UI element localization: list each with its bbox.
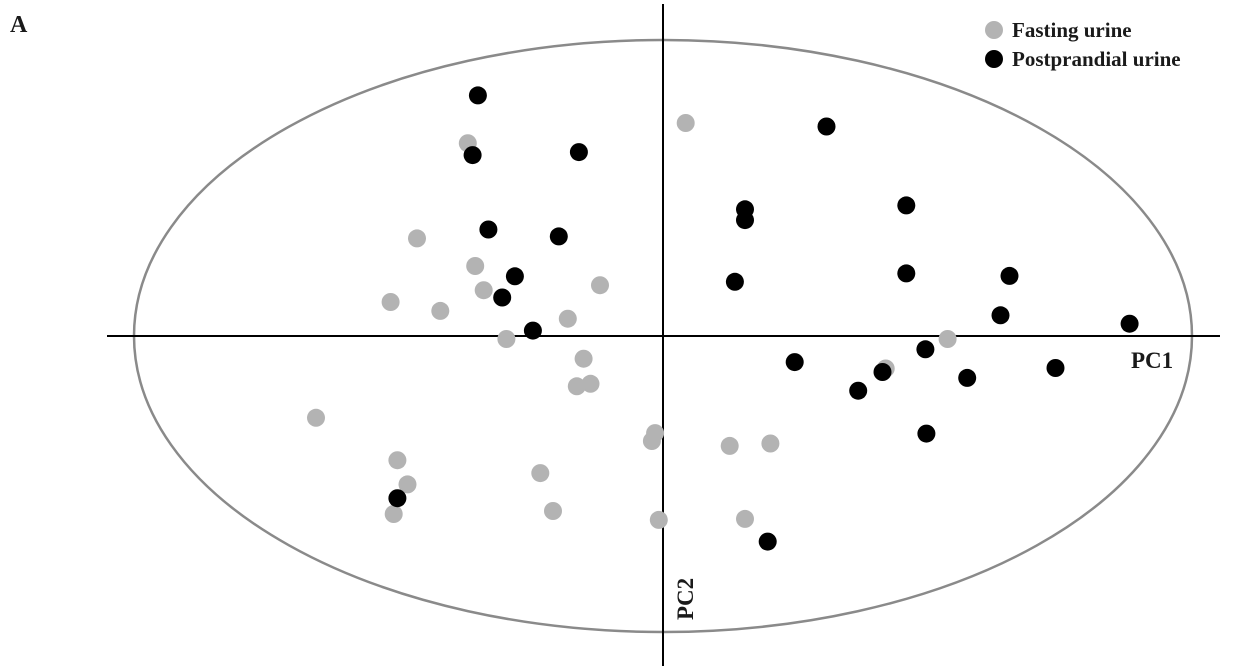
postprandial-point-24	[388, 489, 407, 508]
points-layer	[307, 86, 1139, 551]
legend-label-fasting: Fasting urine	[1012, 18, 1132, 42]
fasting-point-7	[591, 276, 609, 295]
fasting-point-9	[497, 330, 516, 348]
postprandial-point-17	[785, 353, 804, 372]
postprandial-point-10	[493, 288, 512, 307]
postprandial-point-13	[897, 264, 916, 283]
postprandial-point-12	[725, 272, 744, 291]
fasting-point-23	[649, 510, 668, 529]
postprandial-point-1	[463, 146, 482, 165]
fasting-point-11	[581, 374, 600, 393]
fasting-point-18	[544, 502, 562, 520]
legend-marker-fasting	[985, 21, 1003, 39]
postprandial-point-0	[468, 86, 487, 105]
postprandial-point-9	[505, 267, 524, 286]
postprandial-point-6	[897, 196, 916, 215]
fasting-point-12	[567, 377, 586, 396]
postprandial-point-8	[549, 227, 568, 246]
fasting-point-13	[307, 408, 325, 427]
postprandial-point-25	[758, 532, 777, 551]
postprandial-point-16	[1120, 314, 1139, 333]
fasting-point-2	[408, 229, 426, 248]
y-axis-label: PC2	[673, 578, 698, 620]
postprandial-point-21	[958, 368, 977, 387]
fasting-point-4	[381, 293, 400, 311]
legend-marker-postprandial	[985, 50, 1003, 68]
fasting-point-21	[720, 436, 739, 455]
fasting-point-14	[388, 451, 407, 470]
fasting-point-24	[736, 509, 754, 528]
fasting-point-26	[938, 330, 957, 348]
postprandial-point-18	[916, 340, 935, 359]
fasting-point-17	[531, 464, 550, 483]
legend: Fasting urine Postprandial urine	[985, 18, 1181, 71]
legend-label-postprandial: Postprandial urine	[1012, 47, 1181, 71]
series-postprandial-urine	[388, 86, 1139, 551]
fasting-point-0	[676, 114, 695, 132]
fasting-point-10	[574, 349, 593, 368]
fasting-point-8	[558, 309, 577, 328]
fasting-point-15	[398, 475, 417, 494]
fasting-point-6	[474, 281, 493, 300]
postprandial-point-2	[569, 143, 588, 162]
postprandial-point-11	[523, 321, 542, 340]
postprandial-point-7	[479, 220, 498, 239]
postprandial-point-20	[849, 381, 868, 400]
fasting-point-22	[761, 434, 780, 453]
postprandial-point-14	[1000, 266, 1019, 285]
postprandial-point-3	[817, 117, 836, 136]
series-fasting-urine	[307, 114, 957, 529]
postprandial-point-5	[736, 211, 754, 230]
fasting-point-20	[642, 432, 661, 450]
panel-label: A	[10, 12, 28, 38]
postprandial-point-19	[873, 363, 892, 381]
fasting-point-16	[384, 505, 403, 523]
postprandial-point-22	[1046, 359, 1065, 377]
fasting-point-3	[466, 257, 485, 275]
fasting-point-5	[431, 301, 450, 320]
postprandial-point-23	[917, 424, 936, 443]
x-axis-label: PC1	[1131, 348, 1173, 373]
postprandial-point-15	[991, 306, 1010, 325]
